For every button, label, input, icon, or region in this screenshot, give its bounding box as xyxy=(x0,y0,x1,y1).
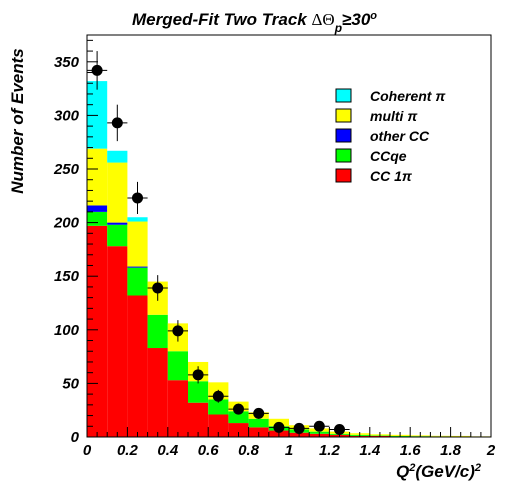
bar-cc-1pi-5 xyxy=(188,402,209,437)
x-axis: 0 0.2 0.4 0.6 0.8 1 1.2 1.4 1.6 1.8 2 xyxy=(83,427,496,459)
chart-title: Merged-Fit Two Track ΔΘp≥30o xyxy=(132,10,377,35)
bar-cc-1pi-3 xyxy=(147,348,168,437)
x-tick-label: 1.6 xyxy=(400,442,422,459)
bar-cc-1pi-0 xyxy=(87,225,108,437)
y-tick-label: 250 xyxy=(53,161,80,178)
data-point-11 xyxy=(313,420,325,432)
data-point-6 xyxy=(212,390,224,402)
bar-ccqe-8 xyxy=(248,418,269,428)
y-axis: 0 50 100 150 200 250 300 350 xyxy=(53,39,98,446)
bar-other-cc-1 xyxy=(107,222,128,225)
bar-ccqe-3 xyxy=(147,314,168,349)
bar-ccqe-7 xyxy=(228,411,249,424)
x-tick-label: 2 xyxy=(486,442,496,459)
data-point-0 xyxy=(91,64,103,76)
bar-ccqe-1 xyxy=(107,224,128,247)
data-point-1 xyxy=(111,117,123,129)
data-point-4 xyxy=(172,325,184,337)
bar-multi-pi-2 xyxy=(127,221,148,267)
data-points xyxy=(87,51,350,435)
bar-coherent-pi-1 xyxy=(107,150,128,163)
legend-swatch-coherent-pi xyxy=(335,88,352,103)
y-tick-label: 100 xyxy=(54,322,80,339)
y-axis-label: Number of Events xyxy=(8,48,27,193)
legend-swatch-other-cc xyxy=(335,128,352,143)
bar-ccqe-2 xyxy=(127,267,148,296)
legend-label-other-cc: other CC xyxy=(370,128,430,144)
y-tick-label: 200 xyxy=(53,215,80,232)
x-tick-label: 0.2 xyxy=(117,442,139,459)
bar-coherent-pi-2 xyxy=(127,217,148,222)
y-tick-label: 0 xyxy=(71,429,80,446)
data-point-8 xyxy=(253,407,265,419)
y-tick-label: 50 xyxy=(62,375,79,392)
bar-cc-1pi-6 xyxy=(208,414,229,437)
histogram-bars xyxy=(87,81,491,437)
bar-other-cc-0 xyxy=(87,205,108,212)
bar-ccqe-6 xyxy=(208,399,229,415)
x-tick-label: 1.4 xyxy=(359,442,381,459)
bar-cc-1pi-2 xyxy=(127,295,148,437)
legend-label-ccqe: CCqe xyxy=(370,148,407,164)
bar-ccqe-4 xyxy=(167,351,188,381)
bar-cc-1pi-4 xyxy=(167,380,188,437)
data-point-5 xyxy=(192,369,204,381)
bar-cc-1pi-7 xyxy=(228,423,249,437)
x-tick-label: 0.4 xyxy=(157,442,179,459)
y-tick-label: 300 xyxy=(54,107,80,124)
bar-ccqe-5 xyxy=(188,381,209,403)
data-point-10 xyxy=(293,422,305,434)
bar-other-cc-2 xyxy=(127,266,148,268)
bar-ccqe-0 xyxy=(87,211,108,226)
bar-multi-pi-0 xyxy=(87,148,108,206)
x-tick-label: 0.6 xyxy=(198,442,220,459)
legend-label-multi-pi: multi π xyxy=(370,108,418,124)
x-tick-label: 1.8 xyxy=(440,442,462,459)
x-tick-label: 0.8 xyxy=(238,442,260,459)
data-point-9 xyxy=(273,421,285,433)
bar-multi-pi-1 xyxy=(107,162,128,223)
legend-label-coherent-pi: Coherent π xyxy=(370,88,446,104)
legend-swatch-cc-1pi xyxy=(335,168,352,183)
x-axis-label: Q2(GeV/c)2 xyxy=(396,462,481,481)
y-tick-label: 150 xyxy=(54,268,80,285)
y-tick-label: 350 xyxy=(54,54,80,71)
legend-swatch-multi-pi xyxy=(335,108,352,123)
bar-cc-1pi-1 xyxy=(107,246,128,437)
data-point-2 xyxy=(132,192,143,204)
bar-coherent-pi-0 xyxy=(87,81,108,149)
data-point-7 xyxy=(233,403,244,415)
legend-label-cc-1pi: CC 1π xyxy=(370,168,413,184)
legend-swatch-ccqe xyxy=(335,148,352,163)
x-tick-label: 1 xyxy=(285,442,293,459)
x-tick-label: 0 xyxy=(83,442,92,459)
x-tick-label: 1.2 xyxy=(319,442,341,459)
data-point-12 xyxy=(334,423,345,435)
legend: Coherent π multi π other CC CCqe CC 1π xyxy=(335,88,446,184)
data-point-3 xyxy=(152,282,164,294)
